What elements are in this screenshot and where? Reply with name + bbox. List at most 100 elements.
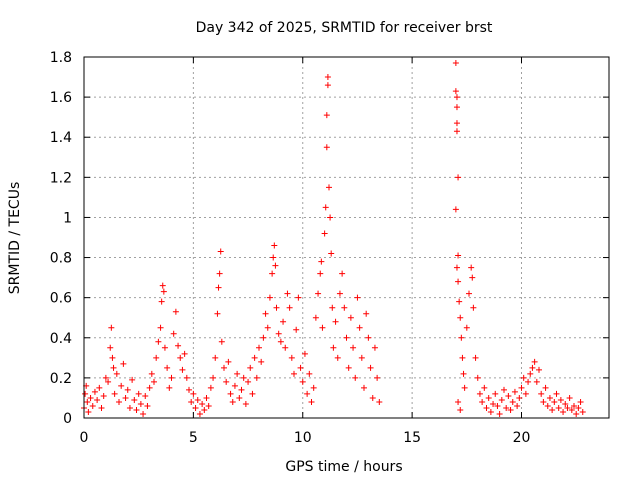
data-point (160, 288, 167, 295)
data-point (452, 88, 459, 95)
data-point (453, 94, 460, 101)
data-point (516, 394, 523, 401)
data-point (105, 378, 112, 385)
data-point (148, 370, 155, 377)
data-point (527, 370, 534, 377)
y-tick-label: 1.6 (50, 90, 72, 106)
data-point (573, 410, 580, 417)
data-point (453, 120, 460, 127)
y-tick-label: 0 (63, 411, 72, 427)
data-point (256, 344, 262, 351)
data-point (277, 338, 284, 345)
data-point (288, 354, 295, 361)
data-point (456, 298, 463, 305)
data-point (529, 364, 536, 371)
data-point (453, 128, 460, 135)
data-point (542, 384, 549, 391)
data-point (217, 248, 224, 255)
x-tick-label: 0 (80, 430, 89, 446)
data-point (522, 390, 529, 397)
data-point (463, 324, 470, 331)
data-point (282, 344, 289, 351)
data-point (196, 410, 203, 417)
data-point (468, 264, 475, 271)
data-point (231, 382, 238, 389)
data-point (466, 290, 472, 297)
data-point (350, 344, 357, 351)
data-point (215, 284, 222, 291)
data-point (151, 378, 157, 385)
data-point (102, 374, 109, 381)
data-point (323, 144, 330, 151)
data-point (251, 354, 258, 361)
data-point (354, 294, 361, 301)
data-point (203, 394, 210, 401)
data-point (514, 402, 521, 409)
data-point (126, 404, 133, 411)
data-point (322, 204, 329, 211)
data-point (212, 354, 219, 361)
data-point (284, 290, 291, 297)
data-point (358, 354, 365, 361)
data-point (562, 400, 569, 407)
data-point (286, 304, 293, 311)
data-point (133, 406, 140, 413)
data-point (225, 358, 232, 365)
data-point (345, 364, 352, 371)
data-point (503, 404, 510, 411)
data-point (376, 398, 383, 405)
data-point (221, 364, 227, 371)
data-point (520, 374, 527, 381)
data-point (122, 394, 129, 401)
data-point (280, 318, 287, 325)
data-point (538, 390, 545, 397)
data-point (452, 206, 459, 213)
data-point (164, 364, 171, 371)
data-point (240, 374, 247, 381)
data-point (566, 394, 573, 401)
data-point (336, 290, 343, 297)
data-point (183, 374, 190, 381)
data-point (188, 398, 195, 405)
data-point (110, 364, 117, 371)
data-point (490, 400, 497, 407)
data-point (492, 390, 499, 397)
x-axis-label: GPS time / hours (285, 459, 402, 475)
data-point (172, 308, 179, 315)
data-point (299, 378, 306, 385)
data-point (194, 396, 201, 403)
data-point (107, 344, 114, 351)
data-point (129, 376, 136, 383)
data-point (273, 304, 280, 311)
data-point (496, 410, 503, 417)
data-point (525, 378, 532, 385)
data-point (210, 374, 217, 381)
data-point (327, 214, 334, 221)
data-point (137, 400, 144, 407)
y-tick-label: 0.6 (50, 291, 72, 307)
data-point (332, 318, 339, 325)
data-point (166, 384, 173, 391)
y-tick-label: 0.2 (50, 371, 72, 387)
data-point (270, 254, 277, 261)
data-point (111, 390, 118, 397)
data-point (470, 304, 477, 311)
x-tick-label: 5 (189, 430, 198, 446)
data-point (361, 384, 367, 391)
data-point (560, 408, 567, 415)
data-point (457, 314, 464, 321)
data-point (238, 386, 245, 393)
data-point (291, 370, 297, 377)
data-point (159, 282, 166, 289)
data-point (549, 406, 556, 413)
y-tick-label: 0.8 (50, 251, 72, 267)
data-point (319, 324, 326, 331)
data-point (260, 334, 267, 341)
chart-title: Day 342 of 2025, SRMTID for receiver brs… (196, 20, 493, 36)
data-point (487, 408, 494, 415)
data-point (109, 354, 116, 361)
data-point (544, 402, 551, 409)
data-point (236, 394, 243, 401)
data-point (175, 342, 182, 349)
data-point (135, 390, 142, 397)
